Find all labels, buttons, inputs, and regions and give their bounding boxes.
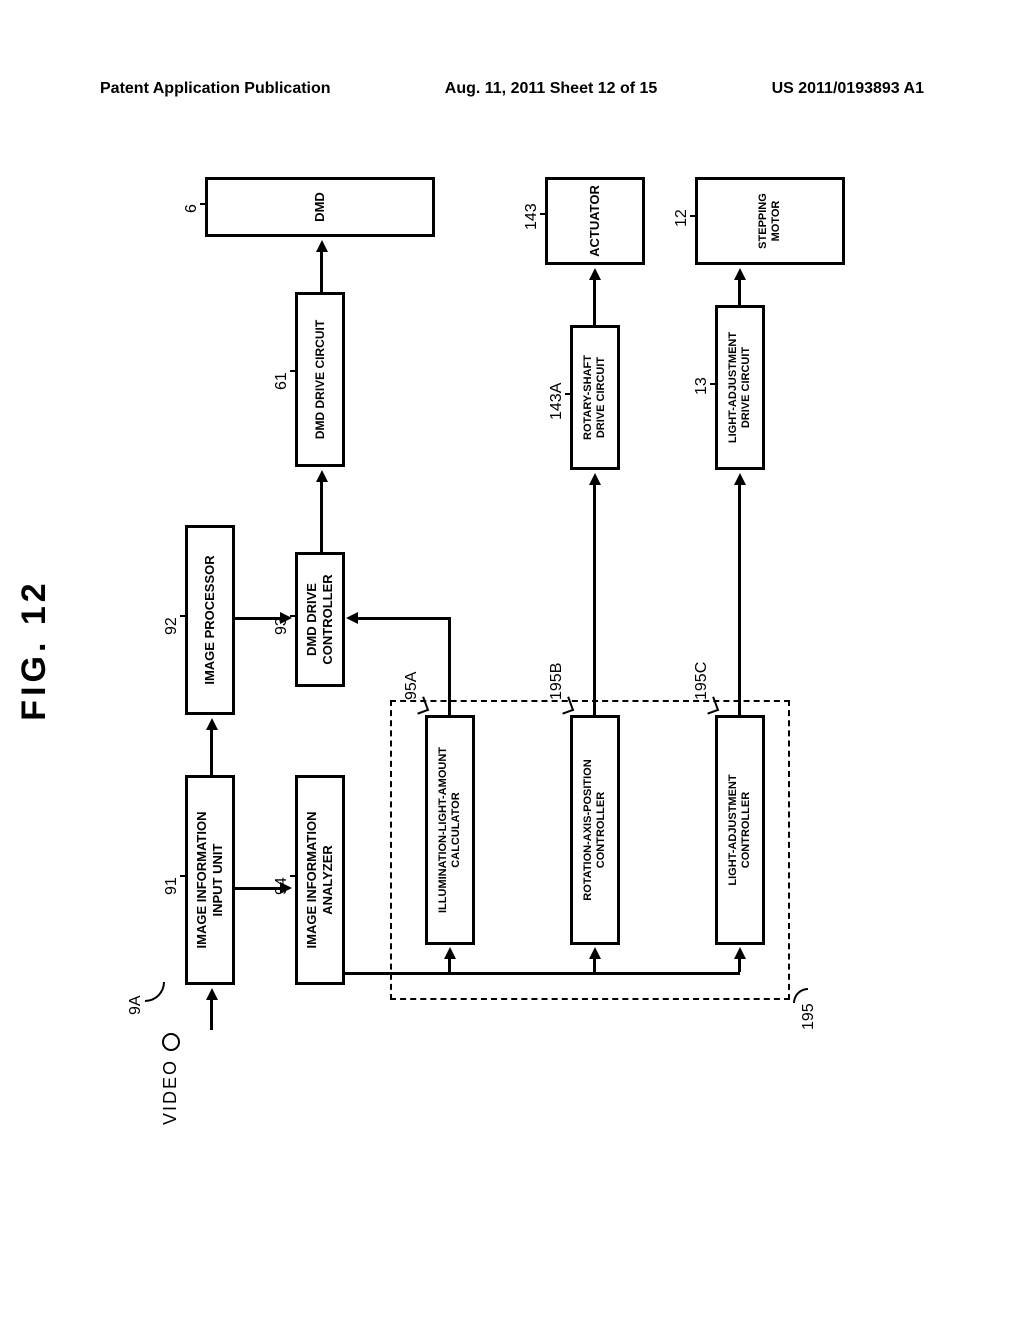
header-right: US 2011/0193893 A1 [772, 80, 924, 98]
arrow-143a-143 [593, 280, 596, 325]
label-6: 6 [183, 204, 201, 213]
label-143: 143 [523, 203, 541, 230]
header-left: Patent Application Publication [100, 80, 331, 98]
label-61: 61 [273, 372, 291, 390]
leader-91 [180, 875, 188, 877]
label-95a: 95A [403, 672, 421, 700]
diagram: FIG. 12 VIDEO 9A IMAGE INFORMATION INPUT… [15, 225, 1015, 1075]
arrow-91-92 [210, 730, 213, 775]
arrow-95a-up [358, 617, 451, 620]
arrow-195c-13 [738, 485, 741, 715]
label-195c: 195C [693, 662, 711, 700]
label-13: 13 [693, 377, 711, 395]
label-195b: 195B [548, 663, 566, 700]
leader-143 [540, 213, 548, 215]
leader-61 [290, 370, 298, 372]
label-93: 93 [273, 617, 291, 635]
arrow-93-61 [320, 482, 323, 552]
leader-143a [565, 393, 573, 395]
video-label: VIDEO [160, 1059, 181, 1125]
arrow-61-6 [320, 252, 323, 292]
label-91: 91 [163, 877, 181, 895]
box-stepping-motor: STEPPING MOTOR [695, 177, 845, 265]
leader-12 [690, 215, 698, 217]
leader-6 [200, 203, 208, 205]
arrow-95a-right [448, 620, 451, 715]
curve-9a [145, 982, 165, 1002]
page-header: Patent Application Publication Aug. 11, … [0, 80, 1024, 98]
label-9a: 9A [127, 995, 145, 1015]
label-143a: 143A [548, 383, 566, 420]
leader-92 [180, 615, 188, 617]
box-light-adjust-controller: LIGHT-ADJUSTMENT CONTROLLER [715, 715, 765, 945]
box-actuator: ACTUATOR [545, 177, 645, 265]
header-center: Aug. 11, 2011 Sheet 12 of 15 [445, 80, 658, 98]
box-light-adjust-circuit: LIGHT-ADJUSTMENT DRIVE CIRCUIT [715, 305, 765, 470]
box-dmd-drive-controller: DMD DRIVE CONTROLLER [295, 552, 345, 687]
leader-195 [793, 988, 808, 1003]
label-94: 94 [273, 877, 291, 895]
box-image-info-input: IMAGE INFORMATION INPUT UNIT [185, 775, 235, 985]
arrow-video [210, 1000, 213, 1030]
box-rotation-controller: ROTATION-AXIS-POSITION CONTROLLER [570, 715, 620, 945]
arrow-195b-143a [593, 485, 596, 715]
box-image-processor: IMAGE PROCESSOR [185, 525, 235, 715]
leader-13 [710, 383, 718, 385]
box-dmd: DMD [205, 177, 435, 237]
box-rotary-shaft-circuit: ROTARY-SHAFT DRIVE CIRCUIT [570, 325, 620, 470]
figure-title: FIG. 12 [15, 579, 54, 720]
video-circle-icon [162, 1033, 180, 1051]
box-image-info-analyzer: IMAGE INFORMATION ANALYZER [295, 775, 345, 985]
box-dmd-drive-circuit: DMD DRIVE CIRCUIT [295, 292, 345, 467]
video-input: VIDEO [160, 1033, 181, 1125]
box-illum-calc: ILLUMINATION-LIGHT-AMOUNT CALCULATOR [425, 715, 475, 945]
label-92: 92 [163, 617, 181, 635]
arrow-13-12 [738, 280, 741, 305]
label-12: 12 [673, 209, 691, 227]
label-195: 195 [800, 1003, 818, 1030]
leader-93 [290, 615, 298, 617]
leader-94 [290, 875, 298, 877]
